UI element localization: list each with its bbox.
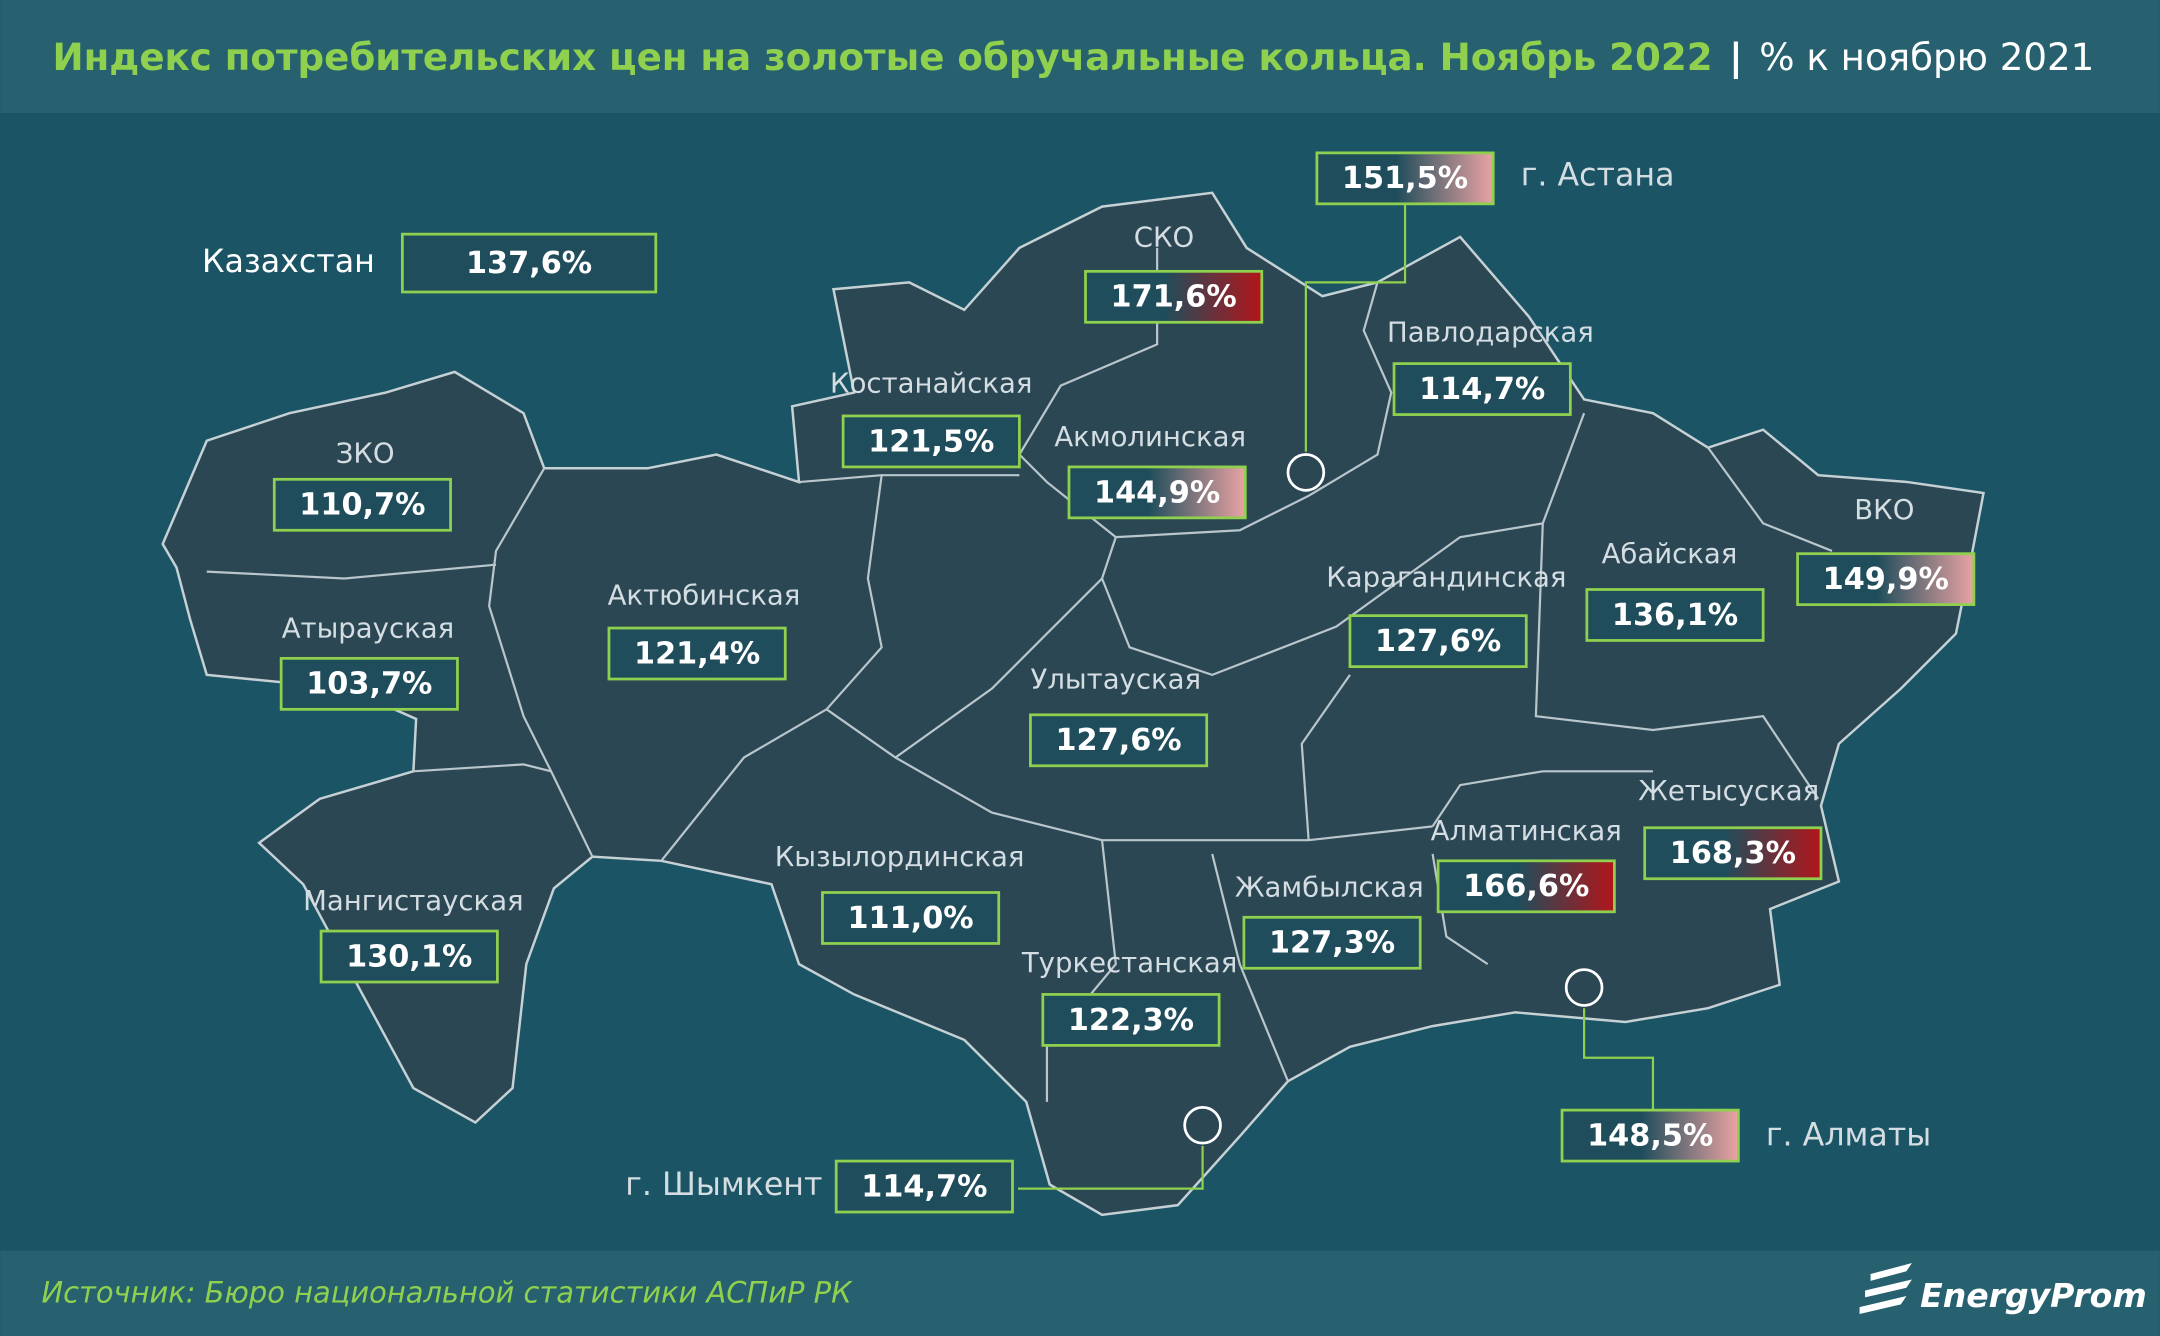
value-label: 151,5% [1342,161,1468,196]
value-label: 114,7% [861,1169,987,1204]
value-box [607,626,787,681]
value-box [841,414,1021,469]
value-label: 111,0% [847,901,973,936]
region-name: ЗКО [336,438,395,470]
header-bar [0,0,2160,113]
logo: EnergyProm [1859,1263,2147,1315]
connector-line [1304,202,1407,452]
value-label: 130,1% [346,939,472,974]
connector-line [1018,1145,1204,1190]
value-box [1796,552,1976,607]
region-name: г. Шымкент [625,1167,822,1203]
value-label: 127,6% [1375,624,1501,659]
value-box [1242,915,1422,970]
city-marker [1183,1105,1222,1145]
region-name: Алматинская [1431,815,1622,847]
region-name: Туркестанская [1021,947,1237,979]
value-label: 144,9% [1094,475,1220,510]
source: Источник: Бюро национальной статистики А… [42,1276,854,1310]
value-label: 166,6% [1463,869,1589,904]
region-name: Павлодарская [1387,316,1594,348]
value-label: 168,3% [1670,836,1796,871]
region-name: Жетысуская [1638,775,1819,807]
value-box [319,929,499,984]
region-name: Жамбылская [1235,871,1424,903]
country-map [161,191,1985,1217]
value-box [1029,713,1209,768]
value-label: 171,6% [1111,280,1237,315]
value-box [1585,588,1765,642]
value-box [1348,614,1528,668]
value-box [834,1159,1014,1214]
region-name: г. Астана [1521,157,1675,193]
region-name: Казахстан [202,244,375,280]
city-marker [1564,968,1604,1007]
value-box [272,477,452,532]
value-box [1643,826,1823,881]
value-label: 137,6% [466,246,592,281]
region-name: Абайская [1602,538,1738,570]
region-name: СКО [1134,221,1194,253]
region-name: Мангистауская [303,885,524,917]
value-label: 121,5% [868,424,994,459]
region-name: г. Алматы [1766,1117,1931,1153]
value-box [1041,993,1221,1047]
value-box [400,232,658,294]
value-label: 127,3% [1269,926,1395,961]
region-name: Атырауская [282,612,454,644]
connector-line [1582,1008,1655,1111]
logo-text: EnergyProm [1920,1276,2147,1315]
region-name: Кызылординская [775,841,1025,873]
value-box [1067,465,1247,520]
region-name: ВКО [1854,494,1914,526]
value-label: 136,1% [1612,598,1738,633]
region-name: Актюбинская [608,579,801,611]
region-name: Улытауская [1031,663,1202,695]
value-label: 149,9% [1823,562,1949,597]
value-box [1315,151,1495,206]
region-name: Карагандинская [1326,561,1566,593]
value-label: 122,3% [1068,1003,1194,1038]
labels: Казахстан 137,6% ЗКО 110,7% Атырауская 103,7%… [202,151,1976,1214]
value-label: 148,5% [1587,1118,1713,1153]
value-label: 127,6% [1055,723,1181,758]
footer-bar [0,1250,2160,1336]
header-title: Индекс потребительских цен на золотые об… [53,35,2095,79]
value-box [1392,362,1572,416]
value-label: 114,7% [1419,372,1545,407]
value-box [821,891,1001,945]
value-label: 121,4% [634,636,760,671]
value-box [1560,1108,1740,1163]
value-box [1084,269,1264,324]
value-box [1436,859,1616,914]
city-marker [1286,453,1326,492]
value-label: 110,7% [299,488,425,523]
value-box [279,656,459,711]
region-name: Костанайская [830,367,1032,399]
value-label: 103,7% [306,667,432,702]
region-name: Акмолинская [1054,421,1246,453]
